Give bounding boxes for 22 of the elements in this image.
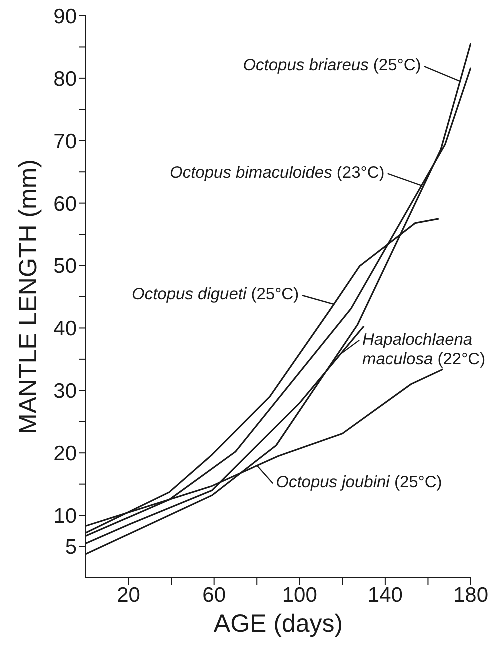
x-axis-title: AGE (days) (214, 610, 344, 638)
annotation: Hapalochlaena maculosa (22°C) (362, 330, 486, 369)
y-tick-label: 90 (54, 5, 77, 28)
y-tick-label: 70 (54, 130, 77, 154)
annotation: Octopus digueti (25°C) (132, 286, 300, 304)
y-tick-label: 50 (54, 255, 77, 278)
y-tick-label: 40 (54, 318, 77, 341)
x-tick-label: 100 (282, 584, 318, 607)
y-tick-label: 60 (54, 192, 77, 216)
y-tick-label: 10 (54, 505, 77, 528)
y-tick-label: 5 (65, 536, 77, 560)
y-tick-label: 30 (54, 380, 77, 404)
x-tick-label: 20 (117, 584, 140, 607)
annotation: Octopus bimaculoides (23°C) (170, 164, 385, 182)
y-tick-label: 20 (54, 442, 77, 466)
x-tick-label: 140 (368, 584, 403, 607)
annotation: Octopus joubini (25°C) (276, 474, 442, 492)
y-axis-title: MANTLE LENGTH (mm) (14, 160, 43, 434)
y-tick-label: 80 (54, 68, 77, 91)
annotation: Octopus briareus (25°C) (243, 56, 422, 75)
x-tick-label: 180 (453, 584, 489, 607)
x-tick-label: 60 (202, 584, 226, 607)
